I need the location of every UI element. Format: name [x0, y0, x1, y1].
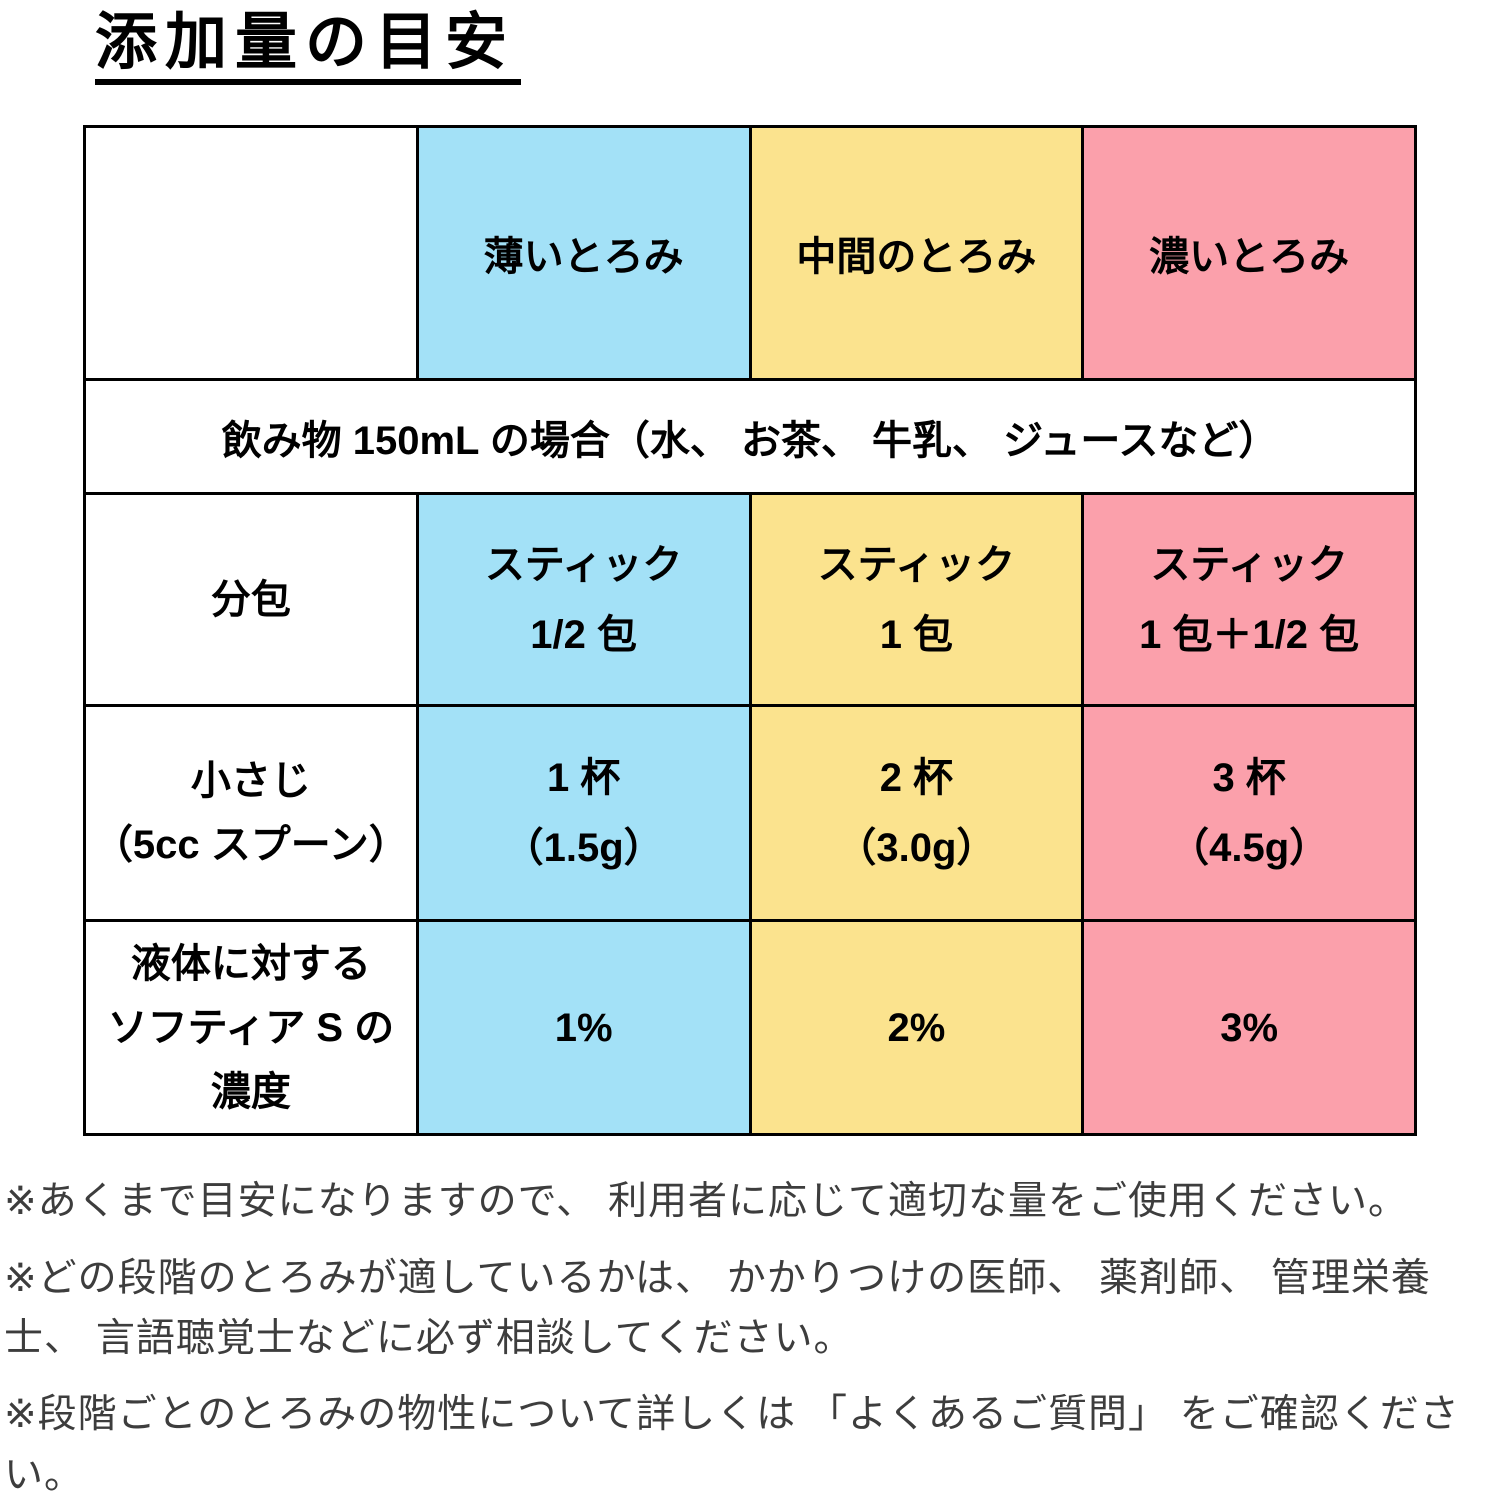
cell-sachet-thin: スティック 1/2 包: [415, 492, 752, 708]
cell-line: 2%: [887, 1005, 946, 1050]
cell-line: （4.5g）: [1169, 826, 1330, 871]
cell-line: 1 杯: [546, 756, 621, 801]
column-header-thin: 薄いとろみ: [415, 125, 752, 382]
cell-line: 2 杯: [879, 756, 954, 801]
cell-teaspoon-thin: 1 杯 （1.5g）: [415, 704, 752, 923]
teaspoon-row: 小さじ （5cc スプーン） 1 杯 （1.5g） 2 杯 （3.0g） 3 杯…: [83, 704, 1417, 923]
row-label-teaspoon: 小さじ （5cc スプーン）: [83, 704, 419, 923]
note-consult: ※どの段階のとろみが適しているかは、 かかりつけの医師、 薬剤師、 管理栄養士、…: [4, 1256, 1431, 1360]
note-faq: ※段階ごとのとろみの物性について詳しくは 「よくあるご質問」 をご確認ください。: [4, 1393, 1460, 1497]
column-header-thick: 濃いとろみ: [1081, 125, 1417, 382]
cell-line: 1%: [554, 1005, 613, 1050]
row-label-line: ソフティア S の: [107, 1005, 395, 1050]
sachet-row: 分包 スティック 1/2 包 スティック 1 包 スティック 1 包＋1/2 包: [83, 492, 1417, 708]
cell-sachet-thick: スティック 1 包＋1/2 包: [1081, 492, 1417, 708]
row-label-line: 濃度: [210, 1069, 291, 1114]
cell-line: 1/2 包: [530, 612, 637, 657]
cell-teaspoon-thick: 3 杯 （4.5g）: [1081, 704, 1417, 923]
concentration-row: 液体に対する ソフティア S の 濃度 1% 2% 3%: [83, 919, 1417, 1137]
header-row: 薄いとろみ 中間のとろみ 濃いとろみ: [83, 125, 1417, 382]
cell-concentration-thick: 3%: [1081, 919, 1417, 1137]
cell-concentration-medium: 2%: [748, 919, 1085, 1137]
notes-section: ※あくまで目安になりますので、 利用者に応じて適切な量をご使用ください。 ※どの…: [4, 1172, 1494, 1506]
cell-line: 1 包: [879, 612, 954, 657]
cell-line: 3 杯: [1212, 756, 1286, 801]
page-title: 添加量の目安: [95, 10, 522, 86]
row-label-sachet: 分包: [83, 492, 419, 708]
beverage-note-cell: 飲み物 150mL の場合（水、 お茶、 牛乳、 ジュースなど）: [83, 378, 1417, 496]
beverage-row: 飲み物 150mL の場合（水、 お茶、 牛乳、 ジュースなど）: [83, 378, 1417, 496]
row-label-line: 分包: [210, 577, 291, 622]
cell-line: スティック: [484, 542, 683, 587]
row-label-line: 小さじ: [190, 759, 311, 804]
page: 添加量の目安 薄いとろみ 中間のとろみ 濃いとろみ 飲み物 150mL の場合（…: [4, 10, 1459, 1497]
cell-teaspoon-medium: 2 杯 （3.0g）: [748, 704, 1085, 923]
cell-sachet-medium: スティック 1 包: [748, 492, 1085, 708]
cell-line: 3%: [1220, 1005, 1279, 1050]
note-guideline: ※あくまで目安になりますので、 利用者に応じて適切な量をご使用ください。: [4, 1180, 1408, 1224]
row-label-line: 液体に対する: [130, 941, 371, 986]
row-label-concentration: 液体に対する ソフティア S の 濃度: [83, 919, 419, 1137]
cell-line: （3.0g）: [836, 826, 997, 871]
row-label-line: （5cc スプーン）: [92, 823, 409, 868]
corner-cell: [83, 125, 419, 382]
cell-line: （1.5g）: [503, 826, 664, 871]
dosage-table: 薄いとろみ 中間のとろみ 濃いとろみ 飲み物 150mL の場合（水、 お茶、 …: [83, 125, 1417, 1137]
cell-line: スティック: [817, 542, 1016, 587]
cell-concentration-thin: 1%: [415, 919, 752, 1137]
cell-line: スティック: [1150, 542, 1348, 587]
column-header-medium: 中間のとろみ: [748, 125, 1085, 382]
cell-line: 1 包＋1/2 包: [1139, 612, 1360, 657]
